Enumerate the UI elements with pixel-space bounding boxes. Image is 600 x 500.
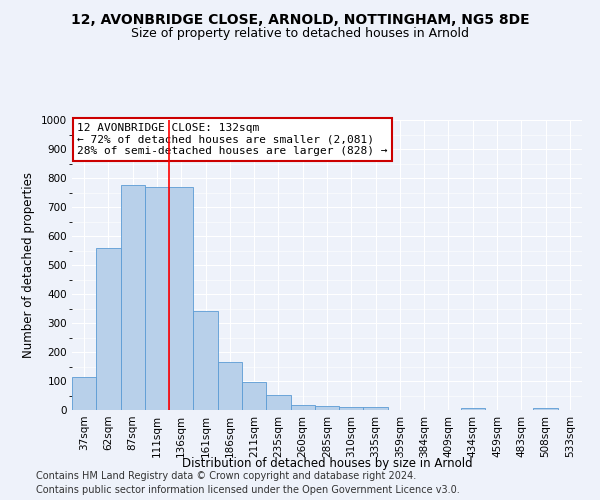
Bar (339, 406, 364, 410)
Bar (461, 408, 485, 410)
Bar (242, 382, 266, 410)
Text: 12 AVONBRIDGE CLOSE: 132sqm
← 72% of detached houses are smaller (2,081)
28% of : 12 AVONBRIDGE CLOSE: 132sqm ← 72% of det… (77, 123, 388, 156)
Bar (364, 407, 388, 410)
Bar (266, 395, 290, 410)
Bar (533, 408, 558, 410)
Bar (96, 248, 121, 410)
Text: 12, AVONBRIDGE CLOSE, ARNOLD, NOTTINGHAM, NG5 8DE: 12, AVONBRIDGE CLOSE, ARNOLD, NOTTINGHAM… (71, 12, 529, 26)
Text: Size of property relative to detached houses in Arnold: Size of property relative to detached ho… (131, 28, 469, 40)
Text: Contains HM Land Registry data © Crown copyright and database right 2024.: Contains HM Land Registry data © Crown c… (36, 471, 416, 481)
Text: Contains public sector information licensed under the Open Government Licence v3: Contains public sector information licen… (36, 485, 460, 495)
Bar (290, 405, 315, 410)
Bar (193, 310, 218, 410)
Bar (218, 362, 242, 410)
Text: Distribution of detached houses by size in Arnold: Distribution of detached houses by size … (182, 458, 472, 470)
Bar (169, 186, 193, 410)
Y-axis label: Number of detached properties: Number of detached properties (22, 172, 35, 358)
Bar (145, 186, 169, 410)
Bar (315, 406, 339, 410)
Bar (72, 377, 96, 410)
Bar (121, 185, 145, 410)
